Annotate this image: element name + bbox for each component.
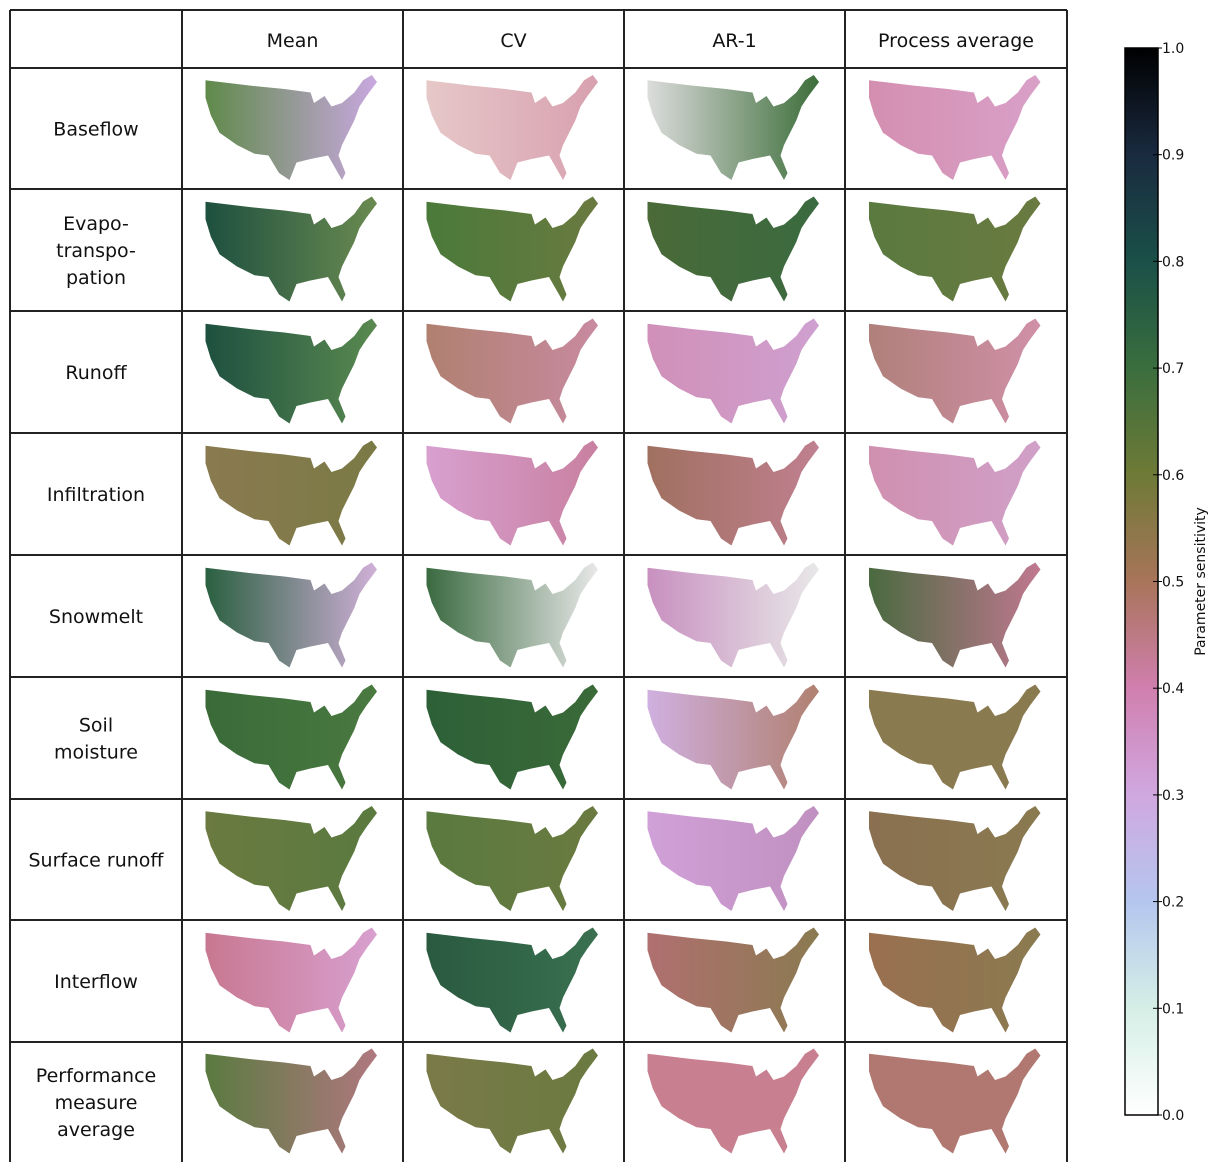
colorbar-tick-label: 0.5 [1162,575,1184,591]
row-label: Infiltration [47,484,145,506]
colorbar-tick-label: 0.9 [1162,148,1184,164]
colorbar-tick-label: 0.4 [1162,681,1184,697]
page: Mean CV AR-1 Process average Baseflow Evapo-t… [0,0,1229,1166]
colorbar-tick-label: 0.2 [1162,895,1184,911]
us-map [648,806,820,911]
us-map [427,563,599,668]
us-map [869,806,1041,911]
row-label: Snowmelt [49,606,143,628]
colorbar-tick-label: 0.0 [1162,1108,1184,1124]
us-map [427,685,599,790]
colorbar-label: Parameter sensitivity [1193,507,1209,656]
us-map [206,563,378,668]
us-map [648,319,820,424]
us-map [206,441,378,546]
colorbar-tick-label: 0.8 [1162,254,1184,270]
us-map [206,685,378,790]
figure: Mean CV AR-1 Process average Baseflow Evapo-t… [0,0,1229,1162]
us-map [427,441,599,546]
us-map [869,928,1041,1033]
us-map [206,197,378,302]
us-map [869,319,1041,424]
column-header: AR-1 [712,30,756,52]
row-label: moisture [54,742,138,764]
colorbar-tick-label: 0.1 [1162,1001,1184,1017]
us-map [206,806,378,911]
us-map [206,319,378,424]
row-label: Interflow [54,971,138,993]
colorbar-tick-label: 0.7 [1162,361,1184,377]
us-map [427,928,599,1033]
us-map [206,928,378,1033]
us-map [648,563,820,668]
row-label: average [57,1119,135,1141]
row-label: Evapo- [63,213,129,235]
row-label: transpo- [56,240,136,262]
us-map [206,75,378,180]
column-header: Mean [267,30,319,52]
us-map [427,806,599,911]
us-map [869,1049,1041,1154]
us-map [869,563,1041,668]
column-header: Process average [878,30,1034,52]
row-label: Soil [79,715,113,737]
us-map [427,197,599,302]
us-map [427,1049,599,1154]
column-header: CV [500,30,526,52]
us-map [648,197,820,302]
us-map [648,685,820,790]
row-label: pation [66,267,126,289]
row-label: measure [55,1092,138,1114]
colorbar-tick-label: 0.6 [1162,468,1184,484]
us-map [427,319,599,424]
colorbar-tick-label: 0.3 [1162,788,1184,804]
us-map [648,75,820,180]
row-label: Performance [36,1065,156,1087]
us-map [206,1049,378,1154]
row-label: Surface runoff [28,850,164,872]
us-map [648,928,820,1033]
colorbar-tick-label: 1.0 [1162,41,1184,57]
row-label: Baseflow [53,119,138,141]
us-map [869,75,1041,180]
row-label: Runoff [65,362,127,384]
us-map [648,441,820,546]
us-map [648,1049,820,1154]
us-map [869,685,1041,790]
us-map [869,441,1041,546]
us-map [869,197,1041,302]
us-map [427,75,599,180]
